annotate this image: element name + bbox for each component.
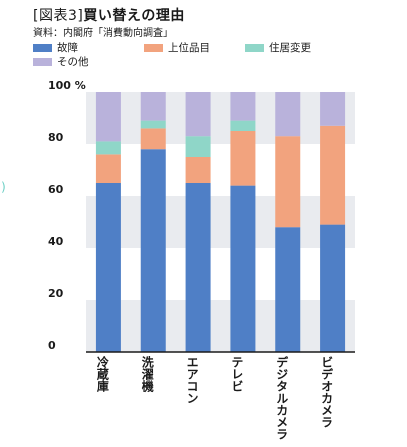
legend-label: その他: [57, 56, 89, 68]
bar-segment: [185, 92, 211, 137]
legend-item-上位品目: 上位品目: [144, 40, 210, 55]
legend-item-住居変更: 住居変更: [245, 40, 311, 55]
x-category-label: デジタルカメラ: [275, 355, 289, 440]
y-tick-label: 60: [48, 183, 64, 196]
legend-swatch: [33, 57, 52, 66]
bar-segment: [140, 128, 166, 150]
grid-band: [86, 300, 355, 352]
figure-title: 買い替えの理由: [83, 8, 185, 24]
bar-segment: [320, 224, 346, 352]
legend: 故障 上位品目 住居変更 その他: [33, 40, 403, 70]
bar-segment: [140, 120, 166, 129]
bar-segment: [95, 154, 121, 183]
bar-segment: [275, 227, 301, 352]
legend-swatch: [144, 43, 163, 52]
legend-label: 上位品目: [168, 42, 210, 54]
bar-segment: [230, 185, 256, 352]
source-note: 資料：内閣府「消費動向調査」: [33, 28, 173, 39]
bar-segment: [230, 92, 256, 121]
legend-swatch: [245, 43, 264, 52]
x-category-label: 洗濯機: [140, 355, 154, 393]
chart-title: [図表3]買い替えの理由: [33, 5, 185, 25]
bar-segment: [95, 183, 121, 352]
bar-segment: [95, 92, 121, 142]
x-category-label: 冷蔵庫: [95, 355, 109, 393]
y-tick-label: 100 %: [48, 79, 86, 92]
x-category-label: テレビ: [230, 356, 244, 392]
y-tick-label: 40: [48, 235, 64, 248]
bar-segment: [275, 92, 301, 137]
grid-band: [86, 196, 355, 248]
bar-segment: [95, 141, 121, 155]
bar-segment: [140, 149, 166, 352]
x-category-label: エアコン: [185, 356, 199, 404]
legend-swatch: [33, 43, 52, 52]
bar-segment: [320, 125, 346, 225]
y-tick-label: 0: [48, 339, 56, 352]
grid-band: [86, 92, 355, 144]
legend-item-その他: その他: [33, 54, 89, 69]
bar-segment: [275, 136, 301, 228]
bar-segment: [185, 157, 211, 183]
x-category-label: ビデオカメラ: [320, 356, 334, 428]
y-tick-label: 80: [48, 131, 64, 144]
bar-segment: [230, 120, 256, 131]
edge-mark: ): [0, 180, 8, 194]
bar-segment: [140, 92, 166, 121]
bar-segment: [185, 136, 211, 157]
bar-segment: [230, 131, 256, 186]
figure-tag: [図表3]: [33, 8, 84, 24]
legend-label: 住居変更: [269, 42, 311, 54]
legend-label: 故障: [57, 42, 78, 54]
legend-item-故障: 故障: [33, 40, 78, 55]
y-tick-label: 20: [48, 287, 64, 300]
bar-segment: [185, 183, 211, 352]
bar-segment: [320, 92, 346, 126]
